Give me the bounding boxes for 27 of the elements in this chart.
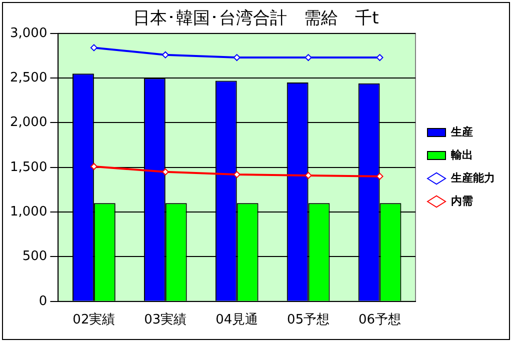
y-tick-label: 0	[38, 294, 48, 309]
x-tick-label: 02実績	[72, 312, 116, 328]
y-tick-label: 2,500	[10, 70, 48, 86]
legend-label: 生産能力	[450, 171, 495, 184]
point	[90, 44, 98, 52]
x-tick-label: 04見通	[216, 312, 258, 328]
point	[162, 168, 169, 176]
y-tick-label: 500	[22, 249, 48, 264]
y-tick-label: 1,500	[10, 160, 48, 175]
point	[162, 51, 169, 58]
point	[376, 54, 384, 62]
point	[304, 172, 312, 179]
legend-label: 内需	[451, 194, 473, 208]
legend-label: 輸出	[450, 148, 473, 162]
y-tick-label: 1,000	[10, 204, 48, 220]
legend-label: 生産	[450, 125, 473, 138]
chart-title: 日本･韓国･台湾合計 需給 千t	[133, 8, 380, 29]
x-tick-label: 06予想	[358, 312, 402, 328]
point	[233, 54, 240, 62]
y-tick-label: 2,000	[10, 115, 48, 130]
point	[376, 172, 384, 180]
point	[304, 54, 312, 62]
point	[90, 163, 98, 170]
x-tick-label: 03実績	[144, 312, 187, 328]
point	[233, 171, 240, 178]
x-tick-label: 05予想	[287, 312, 330, 328]
y-tick-label: 3,000	[10, 26, 48, 41]
